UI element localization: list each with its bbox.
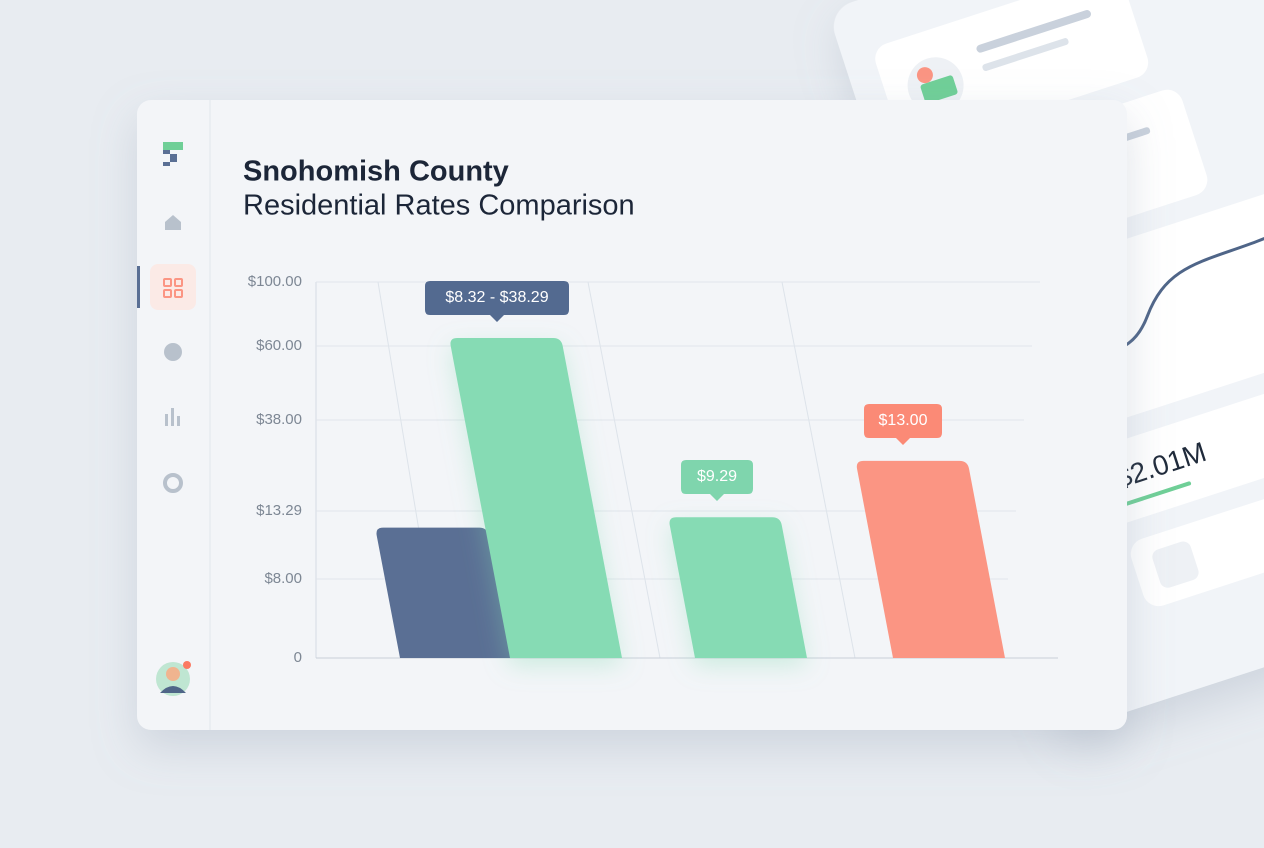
bar <box>669 517 807 658</box>
subtitle: Residential Rates Comparison <box>243 190 635 222</box>
icon <box>1152 541 1199 588</box>
avatar-body <box>160 686 186 693</box>
logo <box>163 142 183 150</box>
bar <box>856 460 1005 658</box>
icon <box>920 75 958 104</box>
title: Snohomish County <box>243 156 509 188</box>
bar <box>376 527 512 658</box>
annotation: $13.00 <box>879 412 928 429</box>
kpi-card <box>1090 381 1264 524</box>
y-tick-label: $8.00 <box>264 570 302 587</box>
callout <box>425 281 569 322</box>
y-tick-label: $60.00 <box>256 337 302 354</box>
nav-active[interactable] <box>150 264 196 310</box>
annotation: $9.29 <box>697 468 737 485</box>
annotation: $8.32 - $38.29 <box>445 289 548 306</box>
y-tick-label: $100.00 <box>248 273 302 290</box>
nav-settings[interactable] <box>163 473 183 493</box>
y-tick-label: 0 <box>294 649 302 666</box>
bar <box>450 338 622 658</box>
y-tick-label: $13.29 <box>256 502 302 519</box>
avatar-face <box>166 667 180 681</box>
y-tick-label: $38.00 <box>256 411 302 428</box>
nav-indicator <box>137 266 140 308</box>
callout <box>681 460 753 501</box>
icon <box>916 67 933 84</box>
notification-dot <box>183 661 191 669</box>
callout <box>864 404 942 445</box>
line <box>1124 481 1192 506</box>
line <box>976 10 1091 53</box>
nav-grid-icon <box>163 278 183 298</box>
nav-bars[interactable] <box>165 408 180 426</box>
nav-home[interactable] <box>165 215 181 230</box>
line <box>982 38 1069 71</box>
nav-pie[interactable] <box>164 343 182 361</box>
